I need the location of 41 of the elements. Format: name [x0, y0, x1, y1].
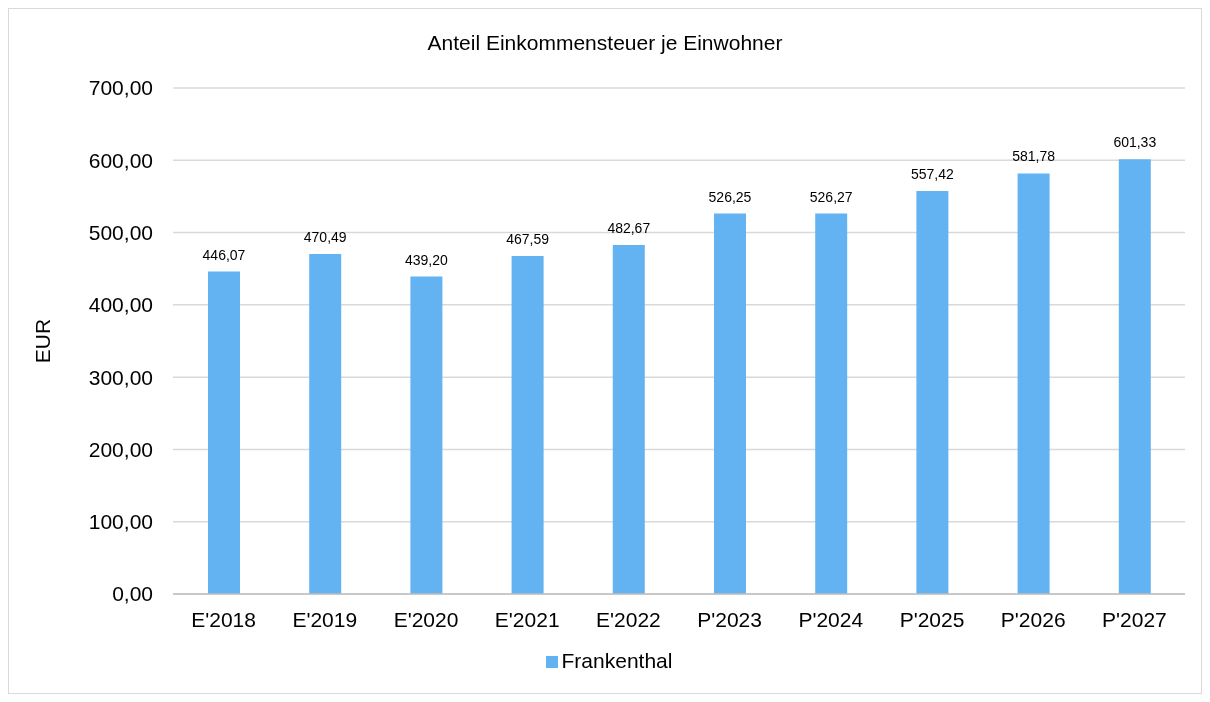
y-tick-label: 200,00 — [88, 437, 153, 461]
y-tick-label: 700,00 — [88, 76, 153, 100]
x-tick-label: E'2019 — [292, 607, 358, 631]
x-tick-label: E'2018 — [191, 607, 256, 631]
legend-label: Frankenthal — [561, 649, 673, 672]
chart-title: Anteil Einkommensteuer je Einwohner — [426, 31, 784, 55]
data-label: 601,33 — [1113, 134, 1157, 151]
data-label: 581,78 — [1012, 148, 1056, 165]
bar — [309, 253, 342, 594]
y-tick-label: 600,00 — [88, 148, 153, 172]
bar — [1118, 159, 1151, 594]
x-tick-label: P'2026 — [1000, 607, 1066, 631]
bar — [410, 276, 443, 594]
x-tick-label: E'2022 — [596, 607, 661, 631]
data-label: 557,42 — [910, 166, 955, 183]
bar — [916, 191, 949, 594]
bar — [511, 256, 544, 594]
data-label: 439,20 — [404, 251, 449, 268]
bar — [714, 213, 746, 594]
y-tick-label: 100,00 — [88, 510, 153, 534]
x-tick-label: P'2025 — [899, 607, 965, 631]
x-tick-label: P'2024 — [798, 607, 864, 631]
bar — [208, 271, 240, 594]
y-tick-label: 500,00 — [88, 221, 153, 245]
data-label: 470,49 — [303, 228, 347, 245]
x-tick-label: P'2023 — [697, 607, 762, 631]
data-label: 526,27 — [809, 188, 853, 205]
x-tick-label: E'2021 — [494, 607, 560, 631]
y-axis-title: EUR — [31, 318, 55, 364]
y-tick-label: 300,00 — [88, 365, 153, 389]
y-tick-label: 400,00 — [88, 293, 153, 317]
bar — [815, 213, 848, 594]
x-tick-label: E'2020 — [393, 607, 459, 631]
data-label: 467,59 — [506, 231, 550, 247]
bar — [1017, 173, 1050, 594]
data-label: 526,25 — [708, 188, 752, 205]
data-label: 482,67 — [607, 220, 651, 237]
bar — [612, 245, 645, 594]
y-tick-label: 0,00 — [112, 582, 153, 606]
x-tick-label: P'2027 — [1102, 607, 1167, 631]
data-label: 446,07 — [202, 246, 246, 263]
